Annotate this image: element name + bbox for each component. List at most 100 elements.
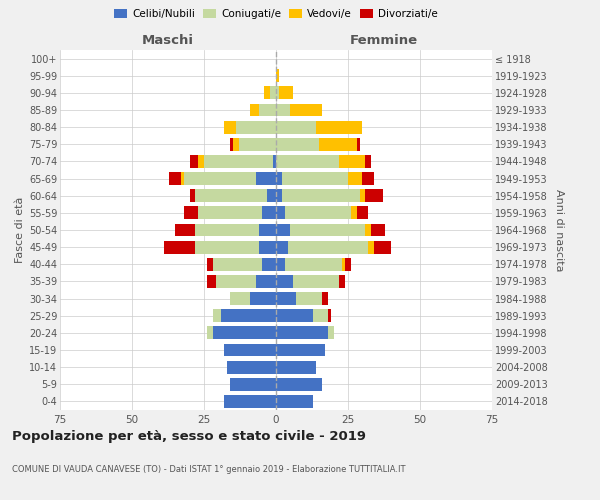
Legend: Celibi/Nubili, Coniugati/e, Vedovi/e, Divorziati/e: Celibi/Nubili, Coniugati/e, Vedovi/e, Di… (110, 5, 442, 24)
Bar (204, 155, 273, 168)
Bar (287, 240, 368, 254)
Bar (340, 275, 345, 288)
Bar (365, 190, 383, 202)
Bar (348, 172, 362, 185)
Bar (276, 292, 296, 305)
Bar (224, 344, 276, 356)
Bar (265, 86, 270, 100)
Bar (239, 138, 276, 150)
Bar (276, 258, 284, 270)
Bar (207, 326, 212, 340)
Bar (276, 104, 290, 117)
Bar (227, 360, 276, 374)
Bar (224, 395, 276, 408)
Bar (262, 258, 276, 270)
Bar (198, 155, 204, 168)
Bar (276, 172, 282, 185)
Text: Maschi: Maschi (142, 34, 194, 46)
Bar (233, 138, 239, 150)
Bar (212, 258, 262, 270)
Bar (256, 275, 276, 288)
Bar (236, 120, 276, 134)
Bar (276, 240, 287, 254)
Bar (276, 344, 325, 356)
Bar (345, 258, 351, 270)
Bar (276, 326, 328, 340)
Bar (276, 190, 282, 202)
Bar (290, 224, 365, 236)
Bar (293, 275, 340, 288)
Bar (276, 378, 322, 390)
Bar (374, 240, 391, 254)
Bar (207, 275, 215, 288)
Bar (196, 224, 259, 236)
Bar (296, 292, 322, 305)
Bar (362, 172, 374, 185)
Text: Femmine: Femmine (350, 34, 418, 46)
Bar (282, 190, 359, 202)
Bar (340, 155, 365, 168)
Bar (276, 86, 279, 100)
Bar (175, 224, 196, 236)
Bar (230, 138, 233, 150)
Text: Popolazione per età, sesso e stato civile - 2019: Popolazione per età, sesso e stato civil… (12, 430, 366, 443)
Bar (342, 258, 345, 270)
Text: COMUNE DI VAUDA CANAVESE (TO) - Dati ISTAT 1° gennaio 2019 - Elaborazione TUTTIT: COMUNE DI VAUDA CANAVESE (TO) - Dati IST… (12, 465, 406, 474)
Bar (196, 240, 259, 254)
Bar (276, 155, 340, 168)
Bar (270, 86, 276, 100)
Bar (259, 240, 276, 254)
Bar (276, 275, 293, 288)
Bar (276, 120, 316, 134)
Bar (184, 172, 256, 185)
Bar (276, 395, 313, 408)
Bar (284, 206, 351, 220)
Bar (259, 224, 276, 236)
Bar (276, 224, 290, 236)
Bar (328, 310, 331, 322)
Bar (230, 378, 276, 390)
Bar (207, 258, 212, 270)
Bar (356, 138, 359, 150)
Bar (356, 206, 368, 220)
Bar (322, 292, 328, 305)
Bar (250, 292, 276, 305)
Bar (196, 190, 268, 202)
Bar (282, 172, 348, 185)
Y-axis label: Anni di nascita: Anni di nascita (554, 188, 564, 271)
Bar (276, 138, 319, 150)
Bar (368, 240, 374, 254)
Bar (365, 155, 371, 168)
Bar (276, 206, 284, 220)
Bar (212, 310, 221, 322)
Bar (284, 258, 342, 270)
Bar (351, 206, 356, 220)
Bar (276, 360, 316, 374)
Bar (328, 326, 334, 340)
Bar (276, 310, 313, 322)
Bar (181, 172, 184, 185)
Bar (164, 240, 196, 254)
Bar (316, 120, 362, 134)
Bar (256, 172, 276, 185)
Bar (212, 326, 276, 340)
Bar (184, 206, 198, 220)
Bar (224, 120, 236, 134)
Bar (319, 138, 356, 150)
Bar (230, 292, 250, 305)
Y-axis label: Fasce di età: Fasce di età (14, 197, 25, 263)
Bar (262, 206, 276, 220)
Bar (276, 70, 279, 82)
Bar (279, 86, 293, 100)
Bar (290, 104, 322, 117)
Bar (273, 155, 276, 168)
Bar (313, 310, 328, 322)
Bar (359, 190, 365, 202)
Bar (250, 104, 259, 117)
Bar (169, 172, 181, 185)
Bar (198, 206, 262, 220)
Bar (371, 224, 385, 236)
Bar (221, 310, 276, 322)
Bar (268, 190, 276, 202)
Bar (190, 190, 196, 202)
